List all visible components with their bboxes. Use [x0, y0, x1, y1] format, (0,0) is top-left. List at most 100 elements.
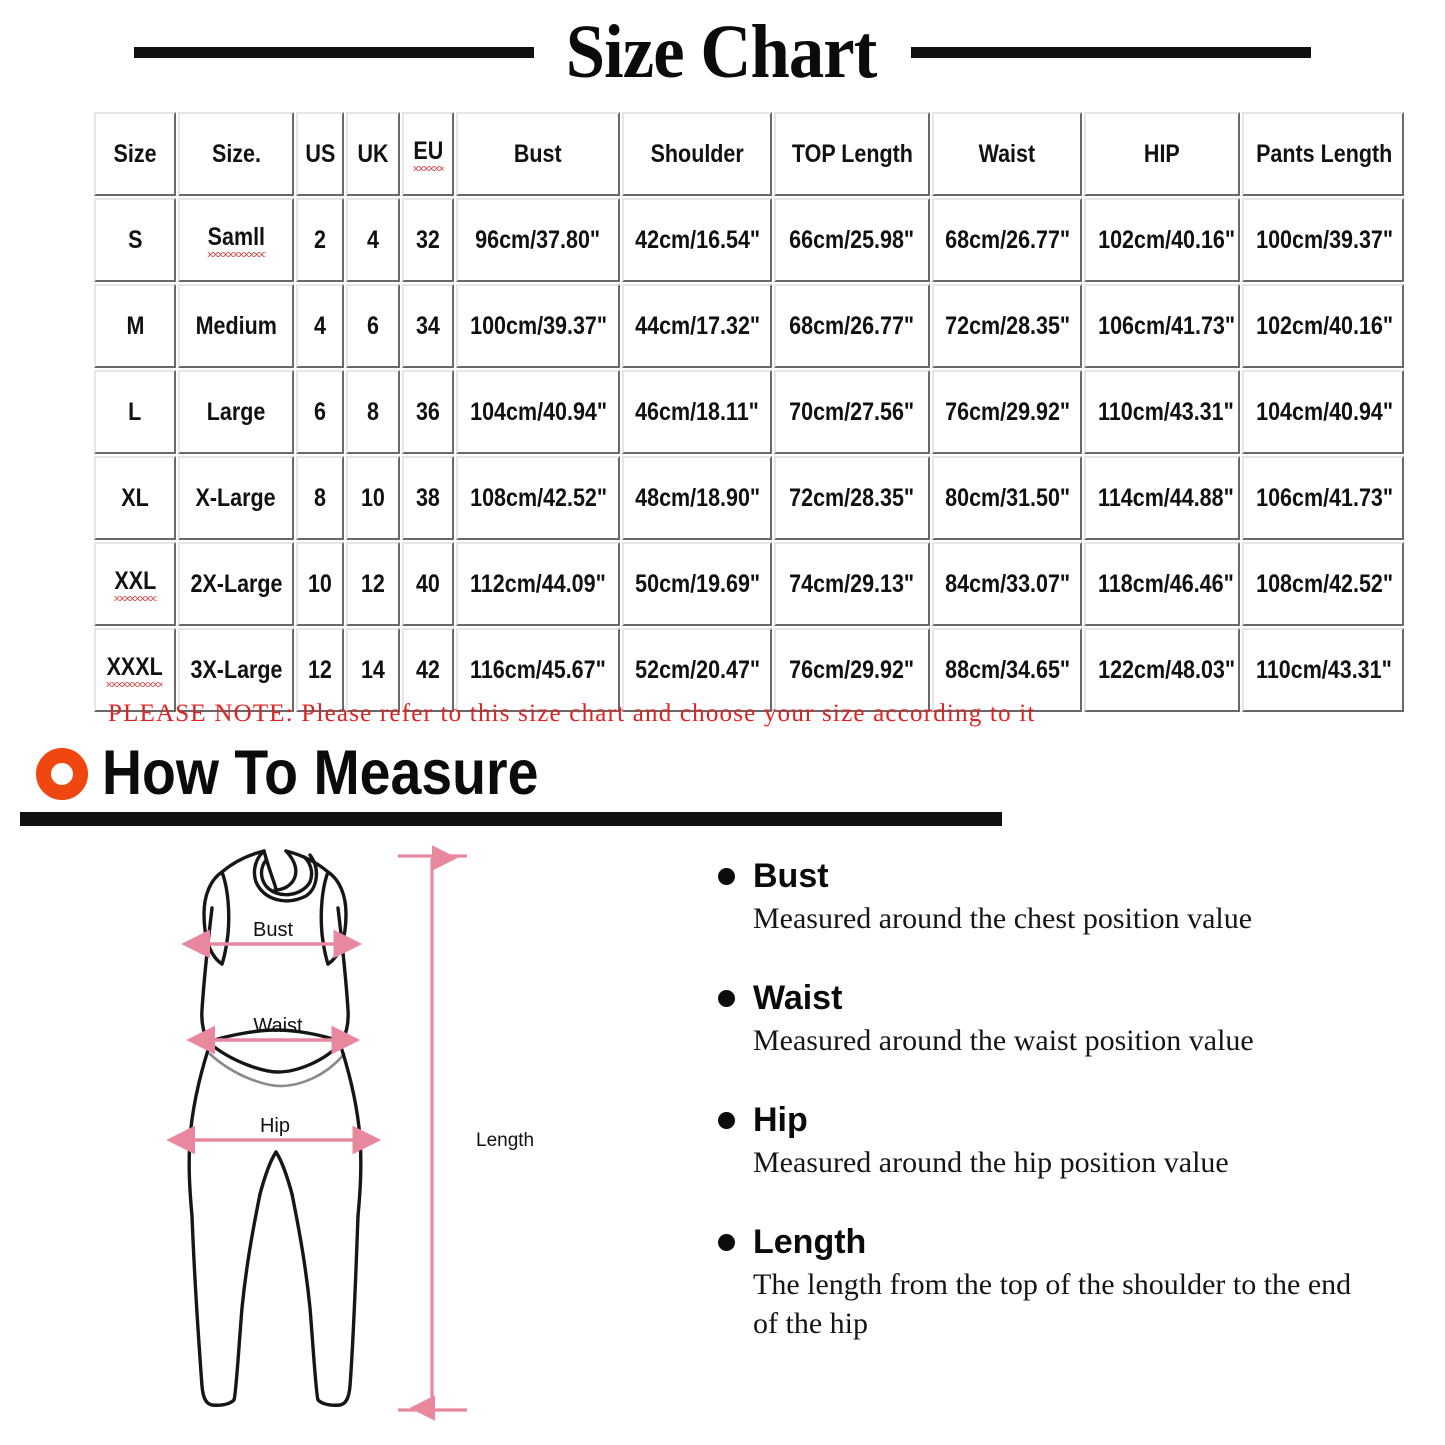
- cell-size-name: 3X-Large: [178, 628, 294, 712]
- list-item: Waist Measured around the waist position…: [718, 980, 1408, 1060]
- bullet-dot-icon: [718, 867, 735, 885]
- cell-pants-length: 102cm/40.16": [1242, 284, 1404, 368]
- cell-top-length: 68cm/26.77": [774, 284, 930, 368]
- cell-size: S: [94, 198, 176, 282]
- measure-item-label: Bust: [753, 857, 829, 895]
- cell-hip: 110cm/43.31": [1084, 370, 1240, 454]
- cell-waist: 88cm/34.65": [932, 628, 1082, 712]
- cell-uk: 10: [346, 456, 400, 540]
- cell-pants-length: 104cm/40.94": [1242, 370, 1404, 454]
- column-header-bust: Bust: [456, 112, 620, 196]
- cell-us: 10: [296, 542, 344, 626]
- measure-item-label: Hip: [753, 1101, 808, 1139]
- cell-size-name: Samll: [178, 198, 294, 282]
- bullet-dot-icon: [718, 1111, 735, 1129]
- page-title: Size Chart: [566, 10, 878, 94]
- cell-size: XXXL: [94, 628, 176, 712]
- cell-hip: 122cm/48.03": [1084, 628, 1240, 712]
- cell-eu: 42: [402, 628, 454, 712]
- cell-bust: 112cm/44.09": [456, 542, 620, 626]
- cell-waist: 84cm/33.07": [932, 542, 1082, 626]
- cell-size-name: Large: [178, 370, 294, 454]
- column-header-eu: EU: [402, 112, 454, 196]
- cell-bust: 108cm/42.52": [456, 456, 620, 540]
- cell-size-name: 2X-Large: [178, 542, 294, 626]
- list-item: Length The length from the top of the sh…: [718, 1224, 1408, 1343]
- how-to-measure-heading-row: How To Measure: [36, 742, 598, 805]
- cell-pants-length: 108cm/42.52": [1242, 542, 1404, 626]
- column-header-us: US: [296, 112, 344, 196]
- cell-uk: 4: [346, 198, 400, 282]
- cell-pants-length: 100cm/39.37": [1242, 198, 1404, 282]
- size-chart-table: Size Size. US UK EU Bust Shoulder TOP Le…: [92, 110, 1406, 714]
- cell-size: L: [94, 370, 176, 454]
- column-header-pants-length: Pants Length: [1242, 112, 1404, 196]
- list-item: Bust Measured around the chest position …: [718, 858, 1408, 938]
- column-header-shoulder: Shoulder: [622, 112, 772, 196]
- diagram-label-bust: Bust: [253, 919, 293, 941]
- cell-uk: 8: [346, 370, 400, 454]
- cell-shoulder: 48cm/18.90": [622, 456, 772, 540]
- size-chart-table-wrapper: Size Size. US UK EU Bust Shoulder TOP Le…: [92, 110, 1406, 714]
- cell-top-length: 70cm/27.56": [774, 370, 930, 454]
- cell-us: 12: [296, 628, 344, 712]
- cell-waist: 76cm/29.92": [932, 370, 1082, 454]
- measure-item-description: Measured around the hip position value: [753, 1146, 1229, 1179]
- cell-us: 8: [296, 456, 344, 540]
- cell-eu: 34: [402, 284, 454, 368]
- bullet-dot-icon: [718, 1233, 735, 1251]
- cell-hip: 114cm/44.88": [1084, 456, 1240, 540]
- cell-waist: 68cm/26.77": [932, 198, 1082, 282]
- diagram-label-waist: Waist: [253, 1015, 303, 1037]
- cell-shoulder: 42cm/16.54": [622, 198, 772, 282]
- cell-bust: 116cm/45.67": [456, 628, 620, 712]
- how-to-measure-heading: How To Measure: [102, 738, 539, 808]
- list-item: Hip Measured around the hip position val…: [718, 1102, 1408, 1182]
- garment-measurement-diagram: Bust Waist Hip Length: [160, 838, 540, 1438]
- cell-us: 6: [296, 370, 344, 454]
- cell-shoulder: 50cm/19.69": [622, 542, 772, 626]
- table-row: XL X-Large 8 10 38 108cm/42.52" 48cm/18.…: [94, 456, 1404, 540]
- how-to-measure-rule: [20, 812, 1002, 826]
- cell-uk: 12: [346, 542, 400, 626]
- cell-size: M: [94, 284, 176, 368]
- cell-us: 2: [296, 198, 344, 282]
- measure-item-label: Length: [753, 1223, 867, 1261]
- title-rule-right: [910, 46, 1311, 58]
- column-header-size-name: Size.: [178, 112, 294, 196]
- cell-shoulder: 46cm/18.11": [622, 370, 772, 454]
- page-title-row: Size Chart: [0, 6, 1445, 98]
- cell-top-length: 72cm/28.35": [774, 456, 930, 540]
- cell-eu: 40: [402, 542, 454, 626]
- diagram-label-length: Length: [476, 1130, 534, 1151]
- cell-shoulder: 44cm/17.32": [622, 284, 772, 368]
- cell-waist: 72cm/28.35": [932, 284, 1082, 368]
- column-header-top-length: TOP Length: [774, 112, 930, 196]
- cell-uk: 6: [346, 284, 400, 368]
- column-header-uk: UK: [346, 112, 400, 196]
- table-row: L Large 6 8 36 104cm/40.94" 46cm/18.11" …: [94, 370, 1404, 454]
- cell-hip: 118cm/46.46": [1084, 542, 1240, 626]
- bullet-dot-icon: [718, 989, 735, 1007]
- cell-us: 4: [296, 284, 344, 368]
- cell-hip: 102cm/40.16": [1084, 198, 1240, 282]
- cell-pants-length: 106cm/41.73": [1242, 456, 1404, 540]
- cell-pants-length: 110cm/43.31": [1242, 628, 1404, 712]
- column-header-hip: HIP: [1084, 112, 1240, 196]
- cell-eu: 38: [402, 456, 454, 540]
- cell-waist: 80cm/31.50": [932, 456, 1082, 540]
- table-row: XXL 2X-Large 10 12 40 112cm/44.09" 50cm/…: [94, 542, 1404, 626]
- cell-uk: 14: [346, 628, 400, 712]
- please-note-text: PLEASE NOTE: Please refer to this size c…: [108, 700, 1036, 727]
- how-to-measure-list: Bust Measured around the chest position …: [718, 858, 1408, 1385]
- column-header-size: Size: [94, 112, 176, 196]
- cell-size-name: Medium: [178, 284, 294, 368]
- diagram-label-hip: Hip: [260, 1115, 290, 1137]
- cell-size-name: X-Large: [178, 456, 294, 540]
- table-row: S Samll 2 4 32 96cm/37.80" 42cm/16.54" 6…: [94, 198, 1404, 282]
- title-rule-left: [134, 46, 535, 58]
- cell-bust: 96cm/37.80": [456, 198, 620, 282]
- cell-top-length: 66cm/25.98": [774, 198, 930, 282]
- cell-top-length: 74cm/29.13": [774, 542, 930, 626]
- cell-bust: 104cm/40.94": [456, 370, 620, 454]
